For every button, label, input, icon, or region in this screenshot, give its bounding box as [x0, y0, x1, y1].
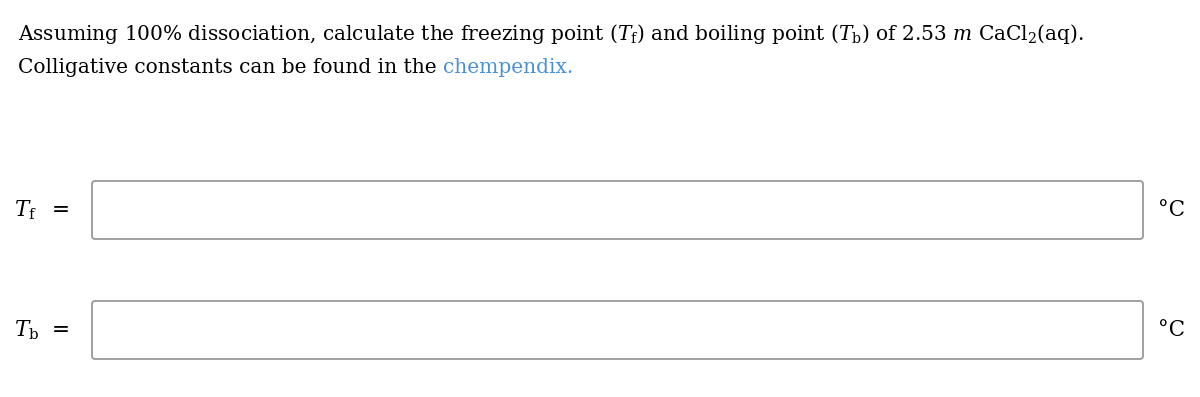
FancyBboxPatch shape — [92, 301, 1142, 359]
Text: $T_\mathrm{f}$: $T_\mathrm{f}$ — [14, 198, 37, 222]
Text: °C: °C — [1158, 199, 1186, 221]
Text: °C: °C — [1158, 319, 1186, 341]
FancyBboxPatch shape — [92, 181, 1142, 239]
Text: Colligative constants can be found in the: Colligative constants can be found in th… — [18, 58, 443, 77]
Text: Assuming 100% dissociation, calculate the freezing point ($T_\mathrm{f}$) and bo: Assuming 100% dissociation, calculate th… — [18, 22, 1084, 46]
Text: =: = — [52, 199, 70, 221]
Text: chempendix.: chempendix. — [443, 58, 574, 77]
Text: =: = — [52, 319, 70, 341]
Text: $T_\mathrm{b}$: $T_\mathrm{b}$ — [14, 318, 40, 342]
